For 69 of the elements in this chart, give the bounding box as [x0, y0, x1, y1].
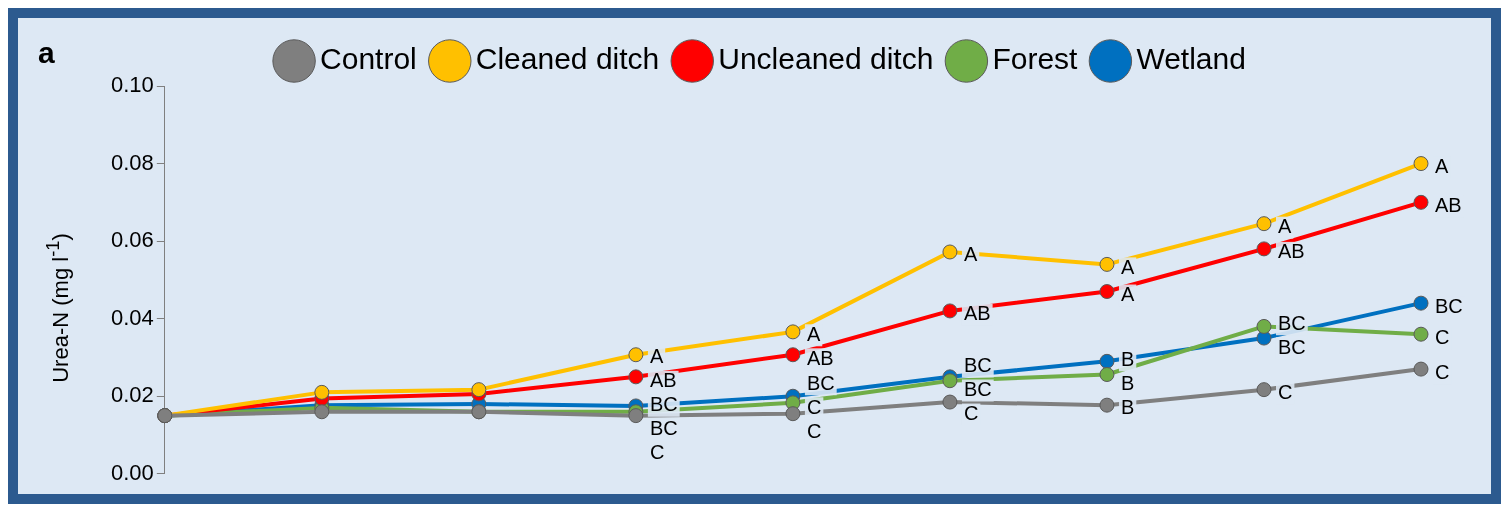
- legend-label: Forest: [992, 42, 1079, 76]
- data-label: BC: [963, 354, 992, 377]
- y-tick-label: 0.02: [110, 382, 154, 408]
- point: [1413, 194, 1429, 210]
- data-label: A: [806, 322, 821, 345]
- y-tick-label: 0.06: [110, 227, 154, 253]
- point: [628, 347, 644, 363]
- data-label: A: [1277, 215, 1292, 238]
- point: [1099, 284, 1115, 300]
- data-label: BC: [649, 393, 678, 416]
- point: [1099, 353, 1115, 369]
- data-label: A: [649, 345, 664, 368]
- data-label: C: [1435, 360, 1450, 383]
- data-label: BC: [1277, 335, 1306, 358]
- point: [942, 373, 958, 389]
- data-label: C: [806, 395, 822, 418]
- point: [1099, 256, 1115, 272]
- point: [942, 394, 958, 410]
- data-label: BC: [1435, 294, 1463, 317]
- data-label: BC: [806, 371, 835, 394]
- point: [1256, 216, 1272, 232]
- y-tick-label: 0.10: [110, 72, 154, 98]
- point: [1256, 318, 1272, 334]
- legend-label: Wetland: [1136, 42, 1246, 76]
- data-label: C: [649, 441, 665, 464]
- chart-title: a: [38, 36, 55, 70]
- point: [628, 408, 644, 424]
- data-label: BC: [963, 378, 992, 401]
- legend-label: Uncleaned ditch: [718, 42, 934, 76]
- point: [1099, 397, 1115, 413]
- point: [1413, 326, 1429, 342]
- point: [785, 406, 801, 422]
- point: [1256, 382, 1272, 398]
- data-label: AB: [649, 369, 677, 392]
- data-label: A: [1120, 255, 1135, 278]
- point: [314, 404, 330, 420]
- data-label: AB: [963, 302, 991, 325]
- point: [471, 382, 487, 398]
- point: [1413, 361, 1429, 377]
- data-label: AB: [806, 346, 834, 369]
- data-label: BC: [1277, 311, 1306, 334]
- point: [1413, 156, 1429, 172]
- point: [785, 347, 801, 363]
- y-tick-label: 0.08: [110, 149, 154, 175]
- point: [942, 303, 958, 319]
- point: [1099, 367, 1115, 383]
- data-label: C: [806, 419, 822, 442]
- data-label: B: [1120, 371, 1135, 394]
- data-label: B: [1120, 395, 1135, 418]
- data-label: C: [1435, 325, 1450, 348]
- legend-label: Control: [320, 42, 417, 76]
- point: [314, 384, 330, 400]
- y-tick-label: 0.00: [110, 459, 154, 485]
- point: [1413, 295, 1429, 311]
- legend-label: Cleaned ditch: [475, 42, 660, 76]
- data-label: BC: [649, 417, 678, 440]
- y-tick-label: 0.04: [110, 304, 154, 330]
- data-label: C: [1277, 381, 1293, 404]
- data-label: B: [1120, 347, 1135, 370]
- data-label: AB: [1277, 240, 1305, 263]
- point: [1256, 241, 1272, 257]
- data-label: A: [1435, 155, 1449, 178]
- point: [942, 244, 958, 260]
- data-label: A: [1120, 283, 1135, 306]
- point: [785, 324, 801, 340]
- data-label: A: [963, 243, 978, 266]
- point: [628, 369, 644, 385]
- data-label: C: [963, 402, 979, 425]
- data-label: AB: [1435, 193, 1462, 216]
